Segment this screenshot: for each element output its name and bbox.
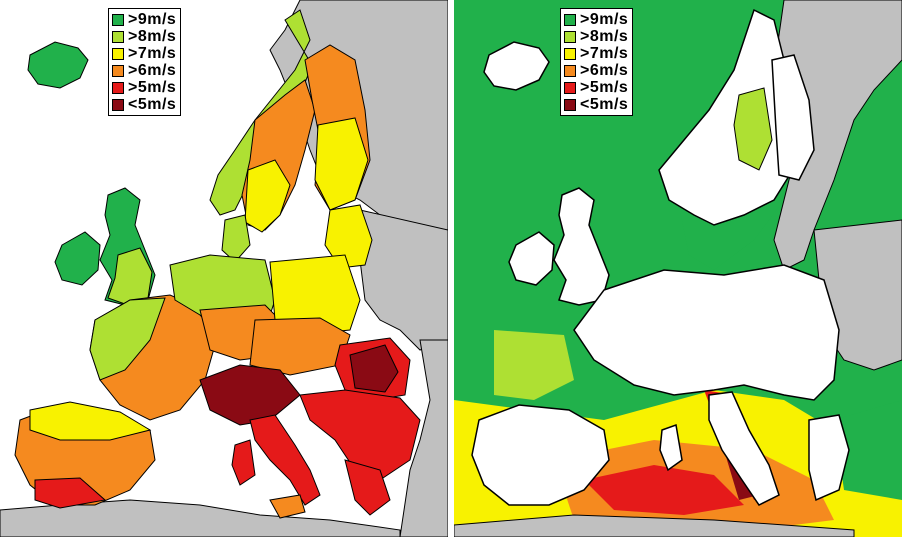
legend-label: >8m/s — [128, 28, 177, 45]
iceland-land — [483, 41, 550, 91]
med-sea-red — [584, 465, 744, 515]
onshore-map-svg — [0, 0, 448, 537]
legend-swatch — [112, 64, 124, 77]
legend-swatch — [112, 13, 124, 26]
italy-land — [708, 391, 780, 506]
iberia-land — [471, 404, 610, 506]
legend-swatch — [564, 47, 576, 60]
greece-land — [344, 459, 391, 516]
sardinia-land — [659, 423, 683, 472]
legend-swatch — [112, 47, 124, 60]
legend-label: >8m/s — [580, 28, 629, 45]
offshore-map-svg — [454, 0, 902, 537]
offshore-wind-map: >9m/s >8m/s >7m/s >6m/s >5m/s <5m/s — [454, 0, 902, 537]
romania-core-land — [349, 344, 399, 393]
legend-swatch — [564, 30, 576, 43]
onshore-wind-map: >9m/s >8m/s >7m/s >6m/s >5m/s <5m/s — [0, 0, 448, 537]
denmark-land — [221, 214, 251, 263]
balkans-grey-land — [399, 339, 448, 537]
legend-label: >6m/s — [580, 62, 629, 79]
balkans-land — [299, 389, 421, 481]
legend-row: >9m/s — [564, 11, 628, 28]
legend-row: >5m/s — [564, 79, 628, 96]
legend-row: >6m/s — [112, 62, 176, 79]
greece-land — [808, 414, 850, 502]
ireland-land — [54, 231, 101, 286]
black-sea-green — [834, 400, 902, 500]
france-west-land — [89, 297, 166, 381]
offshore-legend: >9m/s >8m/s >7m/s >6m/s >5m/s <5m/s — [560, 8, 634, 116]
legend-swatch — [112, 81, 124, 94]
legend-swatch — [564, 81, 576, 94]
legend-swatch — [112, 98, 124, 111]
baltics-land — [324, 204, 373, 269]
legend-label: >5m/s — [128, 79, 177, 96]
east-europe-grey-land — [359, 209, 448, 351]
legend-label: >5m/s — [580, 79, 629, 96]
legend-label: >6m/s — [128, 62, 177, 79]
legend-swatch — [112, 30, 124, 43]
panel-divider — [448, 0, 454, 537]
iberia-south-land — [34, 477, 107, 509]
finland-south-land — [314, 117, 369, 211]
bothnia-green — [733, 87, 773, 171]
legend-row: >5m/s — [112, 79, 176, 96]
uk-land — [553, 187, 610, 306]
legend-row: >9m/s — [112, 11, 176, 28]
legend-label: >9m/s — [128, 11, 177, 28]
legend-row: >8m/s — [112, 28, 176, 45]
africa-grey-land — [454, 514, 855, 537]
legend-row: >7m/s — [564, 45, 628, 62]
legend-row: >7m/s — [112, 45, 176, 62]
legend-label: >7m/s — [128, 45, 177, 62]
onshore-legend: >9m/s >8m/s >7m/s >6m/s >5m/s <5m/s — [108, 8, 182, 116]
continent-land — [573, 264, 840, 401]
legend-label: >7m/s — [580, 45, 629, 62]
finland-land — [771, 54, 815, 181]
legend-label: >9m/s — [580, 11, 629, 28]
legend-row: >8m/s — [564, 28, 628, 45]
iberia-north-land — [29, 401, 152, 441]
iceland-land — [27, 41, 89, 89]
alps-land — [199, 364, 301, 426]
legend-swatch — [564, 64, 576, 77]
italy-land — [249, 414, 321, 506]
legend-row: >6m/s — [564, 62, 628, 79]
sardinia-land — [231, 439, 256, 486]
legend-label: <5m/s — [580, 96, 629, 113]
sicily-land — [269, 494, 306, 519]
legend-swatch — [564, 13, 576, 26]
bay-biscay-light — [494, 330, 574, 400]
legend-row: <5m/s — [112, 96, 176, 113]
legend-row: <5m/s — [564, 96, 628, 113]
ireland-land — [508, 231, 555, 286]
legend-label: <5m/s — [128, 96, 177, 113]
legend-swatch — [564, 98, 576, 111]
czech-austria-land — [249, 317, 351, 376]
